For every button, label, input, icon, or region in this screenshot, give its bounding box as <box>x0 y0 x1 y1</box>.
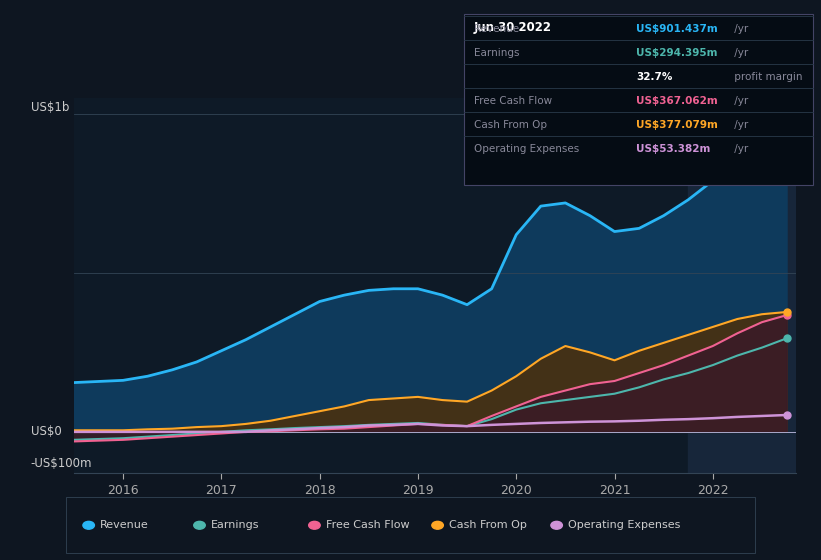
Text: Free Cash Flow: Free Cash Flow <box>474 96 552 106</box>
Text: Operating Expenses: Operating Expenses <box>568 520 681 530</box>
Text: /yr: /yr <box>731 144 748 155</box>
Text: US$294.395m: US$294.395m <box>636 48 718 58</box>
Text: Earnings: Earnings <box>211 520 259 530</box>
Text: 32.7%: 32.7% <box>636 72 672 82</box>
Text: -US$100m: -US$100m <box>30 457 92 470</box>
Text: US$1b: US$1b <box>30 101 69 114</box>
Text: Free Cash Flow: Free Cash Flow <box>326 520 410 530</box>
Text: US$367.062m: US$367.062m <box>636 96 718 106</box>
Text: /yr: /yr <box>731 96 748 106</box>
Text: Earnings: Earnings <box>474 48 519 58</box>
Text: US$377.079m: US$377.079m <box>636 120 718 130</box>
Text: profit margin: profit margin <box>731 72 802 82</box>
Text: Cash From Op: Cash From Op <box>474 120 547 130</box>
Bar <box>688 98 796 473</box>
Text: Revenue: Revenue <box>100 520 149 530</box>
Text: US$901.437m: US$901.437m <box>636 24 718 34</box>
Text: /yr: /yr <box>731 48 748 58</box>
Text: Jun 30 2022: Jun 30 2022 <box>474 21 552 34</box>
Text: Operating Expenses: Operating Expenses <box>474 144 579 155</box>
Text: Cash From Op: Cash From Op <box>449 520 527 530</box>
Text: US$0: US$0 <box>30 426 62 438</box>
Text: US$53.382m: US$53.382m <box>636 144 711 155</box>
Text: /yr: /yr <box>731 120 748 130</box>
Text: /yr: /yr <box>731 24 748 34</box>
Text: Revenue: Revenue <box>474 24 519 34</box>
